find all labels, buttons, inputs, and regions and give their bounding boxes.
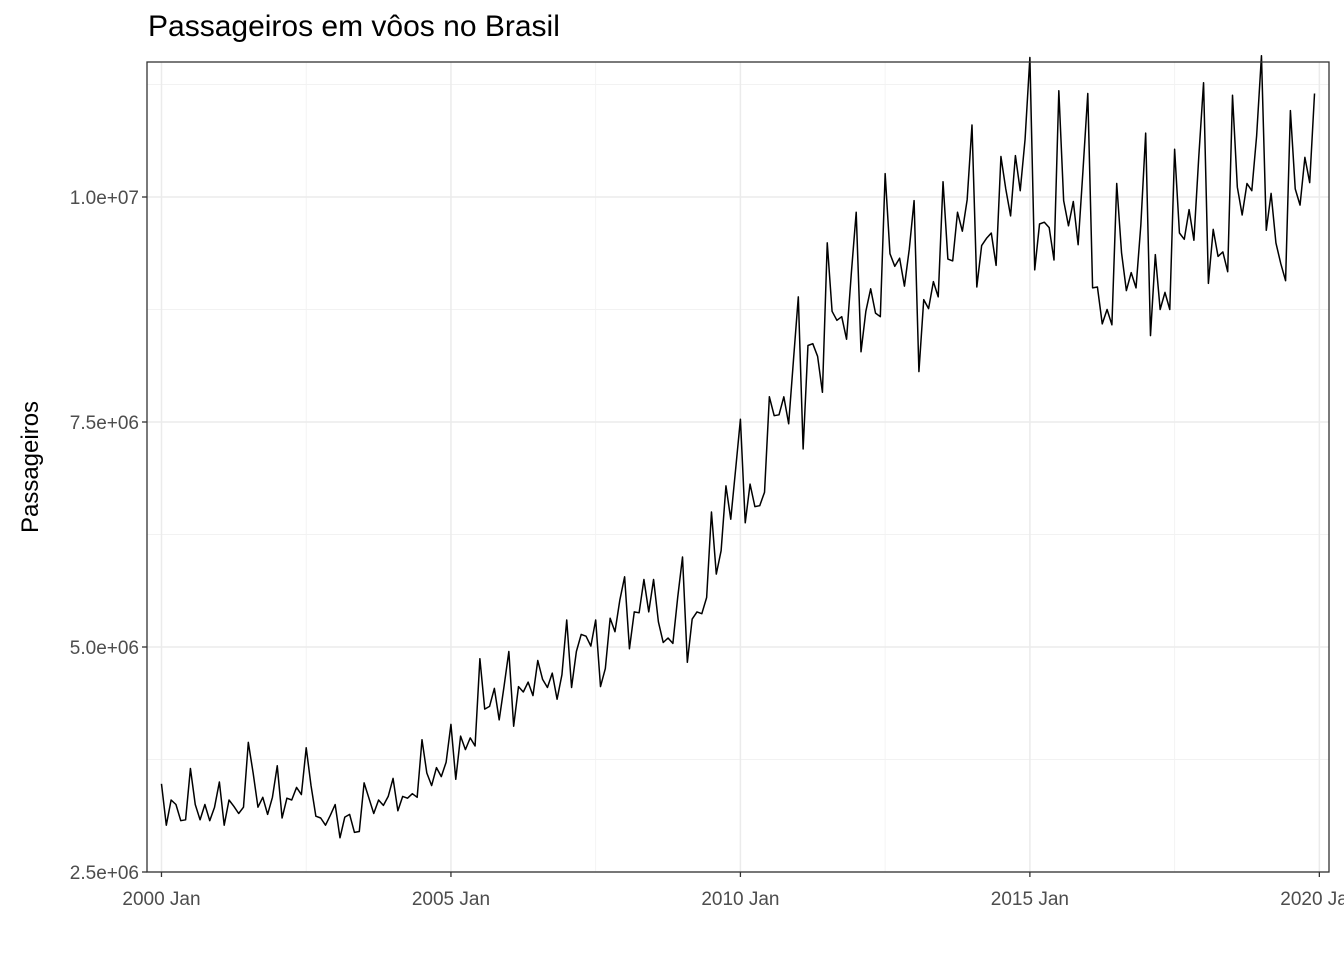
- y-axis-label: Passageiros: [17, 401, 44, 533]
- y-tick-label: 1.0e+07: [70, 188, 139, 209]
- x-tick-label: 2000 Jan: [122, 889, 200, 910]
- chart-title: Passageiros em vôos no Brasil: [148, 10, 560, 43]
- y-tick-label: 5.0e+06: [70, 638, 139, 659]
- plot-panel-border: [146, 61, 1330, 873]
- series-line-passageiros: [160, 54, 1316, 839]
- x-tick-label: 2020 Jan: [1280, 889, 1344, 910]
- y-tick-label: 7.5e+06: [70, 413, 139, 434]
- y-axis: 2.5e+06 5.0e+06 7.5e+06 1.0e+07: [70, 188, 147, 884]
- minor-gridlines: [147, 62, 1329, 872]
- x-tick-label: 2010 Jan: [701, 889, 779, 910]
- major-gridlines: [147, 62, 1329, 873]
- x-tick-label: 2005 Jan: [412, 889, 490, 910]
- x-axis: 2000 Jan 2005 Jan 2010 Jan 2015 Jan 2020 Jan: [122, 872, 1344, 910]
- x-tick-label: 2015 Jan: [991, 889, 1069, 910]
- y-tick-label: 2.5e+06: [70, 863, 139, 884]
